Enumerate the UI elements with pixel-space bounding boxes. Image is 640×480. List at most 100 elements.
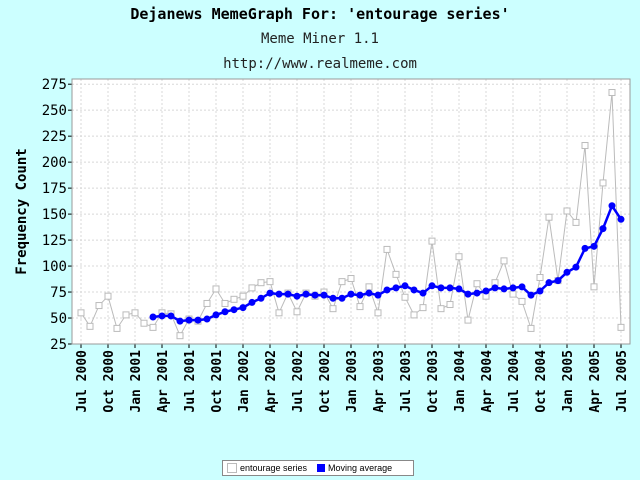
data-point-moving-average [608,202,616,210]
plot-border [71,78,631,345]
data-point-moving-average [149,313,157,321]
y-tick-label: 250 [42,103,67,119]
x-tick-label: Apr 2005 [588,350,603,413]
data-point-moving-average [428,282,436,290]
data-point-moving-average [158,312,166,320]
y-tick-label: 25 [50,337,67,353]
data-point-entourage [149,323,157,331]
x-tick-label: Jan 2001 [129,350,144,413]
y-tick-label: 50 [50,311,67,327]
data-point-entourage [455,253,463,261]
x-tick-label: Jan 2004 [453,350,468,413]
data-point-entourage [329,305,337,313]
x-tick-label: Jul 2004 [507,350,522,413]
data-point-moving-average [311,291,319,299]
data-point-entourage [581,142,589,150]
data-point-moving-average [374,291,382,299]
x-tick-label: Oct 2002 [318,350,333,413]
data-point-moving-average [293,292,301,300]
data-point-entourage [122,311,130,319]
x-tick-label: Apr 2003 [372,350,387,413]
data-point-moving-average [230,306,238,314]
data-point-entourage [545,213,553,221]
legend-label-moving-average: Moving average [328,463,393,473]
data-point-moving-average [167,312,175,320]
x-tick-label: Oct 2000 [102,350,117,413]
y-axis-label: Frequency Count [14,148,30,274]
data-point-entourage [140,319,148,327]
data-point-entourage [464,316,472,324]
data-point-moving-average [320,291,328,299]
data-point-entourage [536,273,544,281]
data-point-moving-average [446,284,454,292]
data-point-entourage [77,309,85,317]
data-point-moving-average [455,285,463,293]
data-point-entourage [608,89,616,97]
y-tick-label: 75 [50,285,67,301]
data-point-moving-average [500,285,508,293]
data-point-entourage [401,293,409,301]
legend-item-moving-average: Moving average [317,463,392,473]
data-point-entourage [428,237,436,245]
data-point-entourage [392,270,400,278]
x-tick-label: Jan 2005 [561,350,576,413]
data-point-moving-average [383,286,391,294]
data-point-entourage [365,283,373,291]
data-point-moving-average [590,242,598,250]
data-point-moving-average [527,291,535,299]
data-point-moving-average [212,311,220,319]
x-tick-label: Jul 2005 [615,350,630,413]
y-tick-label: 175 [42,181,67,197]
data-point-entourage [518,297,526,305]
data-point-entourage [572,218,580,226]
data-point-entourage [599,179,607,187]
data-point-moving-average [536,287,544,295]
x-tick-label: Jul 2002 [291,350,306,413]
x-tick-label: Jul 2001 [183,350,198,413]
x-tick-label: Jan 2003 [345,350,360,413]
data-point-moving-average [581,244,589,252]
data-point-moving-average [419,289,427,297]
data-point-entourage [500,257,508,265]
data-point-moving-average [572,263,580,271]
data-point-entourage [95,302,103,310]
data-point-entourage [176,332,184,340]
y-tick-label: 275 [42,77,67,93]
y-tick-label: 200 [42,155,67,171]
data-point-entourage [203,299,211,307]
data-point-entourage [563,207,571,215]
x-tick-label: Oct 2004 [534,350,549,413]
data-point-moving-average [266,289,274,297]
data-point-entourage [473,280,481,288]
data-point-entourage [239,292,247,300]
data-point-entourage [356,303,364,311]
data-point-moving-average [284,290,292,298]
data-point-entourage [338,278,346,286]
legend-swatch-series [227,463,237,473]
chart-title: Dejanews MemeGraph For: 'entourage serie… [130,5,510,23]
data-point-entourage [410,311,418,319]
data-point-entourage [131,309,139,317]
data-point-entourage [257,279,265,287]
data-point-moving-average [203,315,211,323]
x-tick-label: Jan 2002 [237,350,252,413]
data-point-moving-average [617,215,625,223]
data-point-entourage [374,309,382,317]
legend-label-series: entourage series [240,463,308,473]
data-point-moving-average [347,290,355,298]
data-point-moving-average [302,290,310,298]
data-point-entourage [221,299,229,307]
chart-legend: entourage series Moving average [222,460,414,476]
y-tick-label: 225 [42,129,67,145]
y-tick-label: 125 [42,233,67,249]
data-point-moving-average [221,308,229,316]
data-point-entourage [86,322,94,330]
data-point-moving-average [194,316,202,324]
x-tick-label: Jul 2000 [75,350,90,413]
data-point-entourage [275,309,283,317]
data-point-entourage [383,245,391,253]
x-tick-label: Oct 2001 [210,350,225,413]
data-point-entourage [248,284,256,292]
data-point-moving-average [545,279,553,287]
